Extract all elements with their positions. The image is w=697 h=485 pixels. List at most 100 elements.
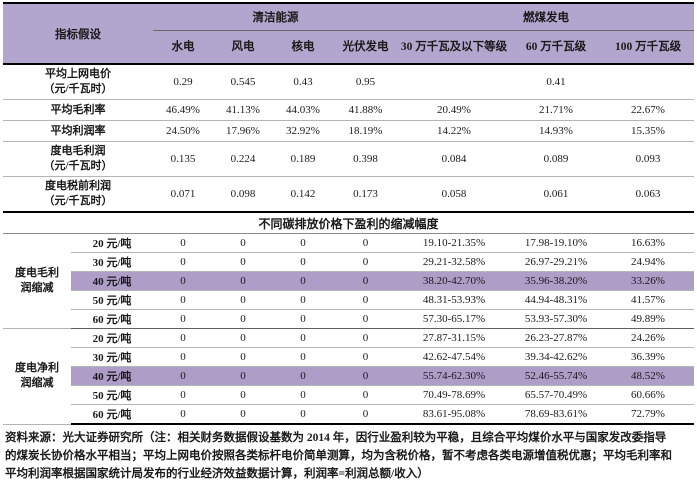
cell: 0.29: [153, 64, 213, 100]
cell: 41.57%: [602, 290, 695, 310]
cell: 15.35%: [602, 120, 695, 142]
cell: 0: [273, 290, 333, 310]
col-header-coal-600mw: 60 万千瓦级: [510, 30, 602, 65]
cell: 0: [213, 366, 273, 386]
cell: 83.61-95.08%: [398, 404, 510, 425]
table-row-gross-50: 50 元/吨 0 0 0 0 48.31-53.93% 44.94-48.31%…: [3, 290, 695, 310]
carbon-price-label: 40 元/吨: [71, 271, 153, 291]
row-label: 度电税前利润 （元/千瓦时）: [3, 176, 153, 213]
cell: 32.92%: [273, 120, 333, 142]
cell: 0: [273, 309, 333, 329]
header-group-row: 指标假设 清洁能源 燃煤发电: [3, 3, 695, 65]
cell: 0.95: [333, 64, 398, 100]
cell: 0: [333, 252, 398, 272]
cell: 0: [333, 404, 398, 425]
cell: 26.23-27.87%: [510, 328, 602, 348]
cell: 0: [153, 347, 213, 367]
cell: 46.49%: [153, 99, 213, 121]
cell: 0.135: [153, 141, 213, 177]
table-row-net-40-highlighted: 40 元/吨 0 0 0 0 55.74-62.30% 52.46-55.74%…: [3, 366, 695, 386]
cell: 0.43: [273, 64, 333, 100]
cell: 0: [153, 290, 213, 310]
cell: 0: [333, 290, 398, 310]
table-row-gross-profit-per-kwh: 度电毛利润 （元/千瓦时） 0.135 0.224 0.189 0.398 0.…: [3, 141, 695, 177]
coal-power-group-header: 燃煤发电: [398, 3, 695, 31]
cell: 0: [273, 366, 333, 386]
col-header-wind: 风电: [213, 30, 273, 65]
row-label-text: 度电毛利润: [50, 145, 106, 157]
cell: 0: [333, 385, 398, 405]
cell: 60.66%: [602, 385, 695, 405]
cell: 0: [333, 366, 398, 386]
cell: 33.26%: [602, 271, 695, 291]
report-table-figure: 指标假设 清洁能源 燃煤发电 水电 风电 核电 光伏发电 30 万千瓦及以下等级…: [3, 0, 695, 485]
table-row-gross-60: 60 元/吨 0 0 0 0 57.30-65.17% 53.93-57.30%…: [3, 309, 695, 329]
cell: [398, 64, 510, 100]
group-label-line1: 度电净利: [15, 362, 59, 375]
cell: 26.97-29.21%: [510, 252, 602, 272]
cell: 17.96%: [213, 120, 273, 142]
cell: 0.189: [273, 141, 333, 177]
carbon-price-label: 60 元/吨: [71, 309, 153, 329]
footnote-line: 平均利润率根据国家统计局发布的行业经济效益数据计算，利润率=利润总额/收入）: [5, 468, 429, 480]
cell: 0: [333, 271, 398, 291]
source-footnote: 资料来源：光大证券研究所（注：相关财务数据假设基数为 2014 年，因行业盈利较…: [3, 425, 694, 485]
profit-assumption-table: 指标假设 清洁能源 燃煤发电 水电 风电 核电 光伏发电 30 万千瓦及以下等级…: [3, 2, 695, 425]
cell: 0: [213, 328, 273, 348]
cell: 0.41: [510, 64, 602, 100]
table-row-avg-profit-margin: 平均利润率 24.50% 17.96% 32.92% 18.19% 14.22%…: [3, 120, 695, 142]
cell: 0: [153, 404, 213, 425]
cell: 0: [273, 385, 333, 405]
cell: 0: [273, 347, 333, 367]
carbon-price-label: 30 元/吨: [71, 252, 153, 272]
cell: 42.62-47.54%: [398, 347, 510, 367]
row-label-text: 平均上网电价: [45, 68, 111, 80]
cell: 0: [273, 328, 333, 348]
cell: 0: [213, 252, 273, 272]
cell: 38.20-42.70%: [398, 271, 510, 291]
table-row-pretax-profit-per-kwh: 度电税前利润 （元/千瓦时） 0.071 0.098 0.142 0.173 0…: [3, 176, 695, 213]
cell: 35.96-38.20%: [510, 271, 602, 291]
cell: 44.94-48.31%: [510, 290, 602, 310]
table-row-net-20: 度电净利 润缩减 20 元/吨 0 0 0 0 27.87-31.15% 26.…: [3, 328, 695, 425]
row-label: 平均上网电价 （元/千瓦时）: [3, 64, 153, 100]
cell: 27.87-31.15%: [398, 328, 510, 348]
cell: 57.30-65.17%: [398, 309, 510, 329]
cell: 0.098: [213, 176, 273, 213]
header-column-row: 水电 风电 核电 光伏发电 30 万千瓦及以下等级 60 万千瓦级 100 万千…: [3, 30, 695, 65]
cell: 78.69-83.61%: [510, 404, 602, 425]
cell: [602, 64, 695, 100]
cell: 0: [273, 404, 333, 425]
cell: 19.10-21.35%: [398, 233, 510, 253]
row-label-text: 度电税前利润: [45, 180, 111, 192]
cell: 0: [153, 385, 213, 405]
table-row-avg-tariff: 平均上网电价 （元/千瓦时） 0.29 0.545 0.43 0.95 0.41: [3, 64, 695, 100]
cell: 0.224: [213, 141, 273, 177]
cell: 41.88%: [333, 99, 398, 121]
col-header-nuclear: 核电: [273, 30, 333, 65]
row-label: 平均毛利率: [3, 99, 153, 121]
cell: 22.67%: [602, 99, 695, 121]
cell: 24.50%: [153, 120, 213, 142]
cell: 0: [153, 271, 213, 291]
carbon-price-label: 20 元/吨: [71, 233, 153, 253]
group-label-line1: 度电毛利: [15, 267, 59, 279]
cell: 0: [273, 271, 333, 291]
carbon-section-title: 不同碳排放价格下盈利的缩减幅度: [3, 212, 695, 234]
cell: 53.93-57.30%: [510, 309, 602, 329]
cell: 18.19%: [333, 120, 398, 142]
col-header-coal-1000mw: 100 万千瓦级: [602, 30, 695, 65]
carbon-price-label: 50 元/吨: [71, 290, 153, 310]
cell: 20.49%: [398, 99, 510, 121]
cell: 0.061: [510, 176, 602, 213]
col-header-coal-300mw: 30 万千瓦及以下等级: [398, 30, 510, 65]
group-label-line2: 润缩减: [20, 377, 54, 390]
cell: 70.49-78.69%: [398, 385, 510, 405]
cell: 29.21-32.58%: [398, 252, 510, 272]
carbon-price-label: 60 元/吨: [71, 404, 153, 425]
cell: 14.22%: [398, 120, 510, 142]
row-label: 度电毛利润 （元/千瓦时）: [3, 141, 153, 177]
cell: 0: [213, 347, 273, 367]
cell: 24.94%: [602, 252, 695, 272]
table-row-net-50: 50 元/吨 0 0 0 0 70.49-78.69% 65.57-70.49%…: [3, 385, 695, 405]
